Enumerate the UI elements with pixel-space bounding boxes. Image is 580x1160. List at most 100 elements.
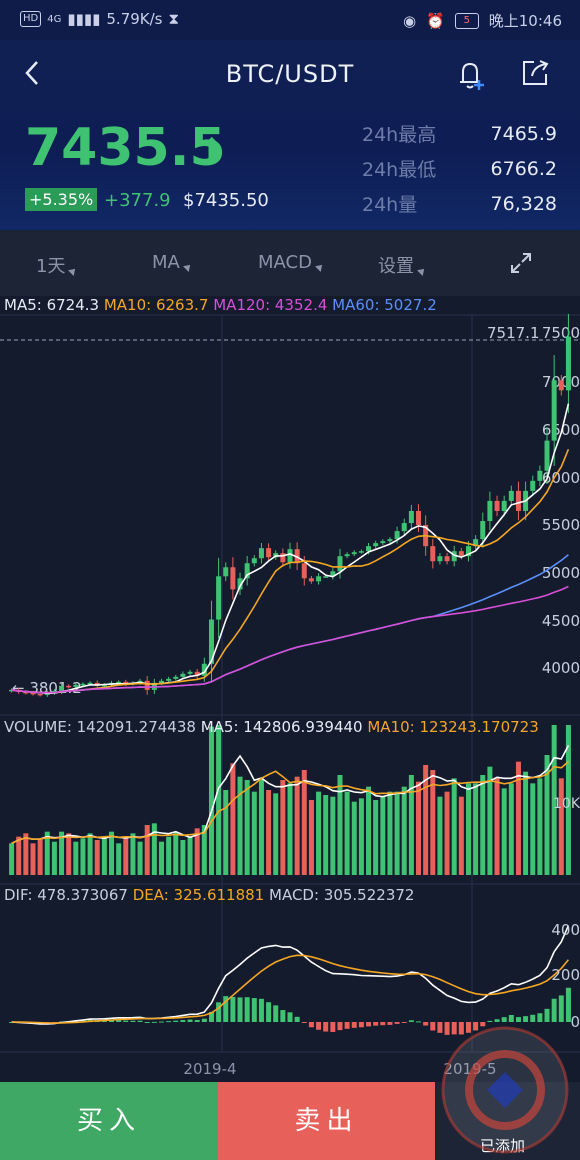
macd-bar: [494, 1019, 500, 1022]
share-icon[interactable]: [520, 58, 550, 88]
candle-body: [230, 567, 236, 590]
dropdown-triangle-icon: [315, 262, 325, 272]
fullscreen-icon[interactable]: [510, 252, 532, 274]
volume-bar: [194, 828, 200, 875]
dea-value: DEA: 325.611881: [132, 886, 265, 904]
hd-indicator: HD: [20, 11, 42, 27]
macd-bar: [9, 1022, 15, 1023]
interval-selector[interactable]: 1天: [36, 252, 79, 278]
candle-body: [344, 554, 350, 557]
candle-body: [194, 671, 200, 676]
last-price: 7435.5: [25, 118, 226, 178]
candle-body: [394, 531, 400, 540]
macd-bar: [201, 1018, 207, 1022]
candle-body: [544, 440, 550, 471]
candle-body: [30, 692, 36, 695]
ma-legend: MA5: 6724.3 MA10: 6263.7 MA120: 4352.4 M…: [4, 296, 437, 314]
volume-bar: [330, 796, 336, 875]
volume-bar: [180, 840, 186, 875]
macd-bar: [208, 1011, 214, 1022]
macd-value: MACD: 305.522372: [269, 886, 415, 904]
alarm-icon: ⏰: [426, 11, 445, 30]
volume-bar: [473, 783, 479, 875]
price-tick: 6500: [542, 421, 580, 439]
macd-bar: [351, 1022, 357, 1028]
signal-icon: ▮▮▮▮: [67, 10, 101, 28]
volume-bar: [123, 836, 129, 875]
ma120-line: [11, 585, 569, 694]
macd-bar: [308, 1022, 314, 1028]
candle-body: [251, 558, 257, 564]
volume-bar: [258, 778, 264, 875]
ma-selector[interactable]: MA: [152, 252, 193, 273]
candle-body: [437, 556, 443, 562]
candles: [9, 313, 571, 697]
volume-bar: [230, 763, 236, 875]
volume-bar: [23, 833, 29, 875]
macd-bar: [487, 1020, 493, 1022]
ticker-header: BTC/USDT 7435.5 ⬆ +5.35% +377.9 $7435.50…: [0, 40, 580, 230]
candle-body: [408, 510, 414, 524]
candle-body: [116, 681, 122, 684]
volume-bar: [508, 783, 514, 875]
candle-body: [244, 563, 250, 579]
volume-ma5-line: [11, 745, 570, 845]
macd-bar: [109, 1020, 115, 1022]
ma60-value: MA60: 5027.2: [332, 296, 437, 314]
volume-bar: [537, 778, 543, 875]
ma10-value: MA10: 6263.7: [103, 296, 209, 314]
candle-body: [66, 685, 72, 688]
volume-bar: [373, 800, 379, 875]
candle-body: [537, 470, 543, 481]
status-bar: HD 4G ▮▮▮▮ 5.79K/s ⧗ ◉ ⏰ 5 晚上10:46: [0, 0, 580, 40]
macd-label: MACD: [258, 252, 312, 273]
candle-body: [458, 551, 464, 557]
macd-bar: [280, 1010, 286, 1022]
stat-value: 7465.9: [490, 122, 557, 145]
volume-bar: [137, 841, 143, 875]
volume-bar: [416, 781, 422, 875]
macd-bar: [537, 1013, 543, 1022]
macd-bar: [144, 1021, 150, 1023]
sell-button[interactable]: 卖出: [218, 1082, 435, 1160]
volume-bar: [151, 823, 157, 875]
ma10-line: [11, 448, 570, 694]
volume-bar: [101, 838, 107, 875]
volume-bar: [337, 775, 343, 875]
macd-bar: [530, 1014, 536, 1022]
buy-button[interactable]: 买入: [0, 1082, 218, 1160]
candle-body: [23, 691, 29, 694]
candle-body: [166, 678, 172, 681]
macd-bar: [408, 1020, 414, 1022]
macd-bar: [344, 1022, 350, 1029]
macd-tick: 400: [551, 921, 580, 939]
settings-selector[interactable]: 设置: [378, 252, 427, 278]
volume-bar: [173, 831, 179, 875]
volume-legend: VOLUME: 142091.274438 MA5: 142806.939440…: [4, 718, 539, 736]
volume-bar: [37, 838, 43, 875]
volume-bar: [116, 843, 122, 875]
back-icon[interactable]: [18, 58, 48, 88]
page-title: BTC/USDT: [225, 60, 355, 88]
chart-toolbar: 1天 MA MACD 设置: [0, 230, 580, 296]
alert-bell-icon[interactable]: [455, 58, 485, 90]
candle-body: [387, 539, 393, 542]
candle-body: [480, 521, 486, 540]
macd-selector[interactable]: MACD: [258, 252, 325, 273]
kline-chart[interactable]: 7517.1 7500 7000 6500 6000 5500 5000 450…: [0, 296, 580, 1082]
macd-bar: [216, 1002, 222, 1022]
macd-bar: [373, 1022, 379, 1026]
max-price-label: 7517.1: [487, 324, 540, 342]
change-amount: +377.9: [104, 190, 171, 211]
macd-bar: [116, 1020, 122, 1022]
volume-ma10-line: [11, 760, 569, 845]
macd-bar: [380, 1022, 386, 1026]
macd-bar: [187, 1019, 193, 1022]
settings-label: 设置: [378, 256, 414, 277]
battery-icon: 5: [454, 12, 479, 29]
volume-bar: [51, 841, 57, 875]
candle-body: [180, 673, 186, 677]
volume-bar: [316, 791, 322, 875]
stat-label: 24h最高: [362, 124, 437, 146]
chart-grid: [0, 314, 580, 1053]
